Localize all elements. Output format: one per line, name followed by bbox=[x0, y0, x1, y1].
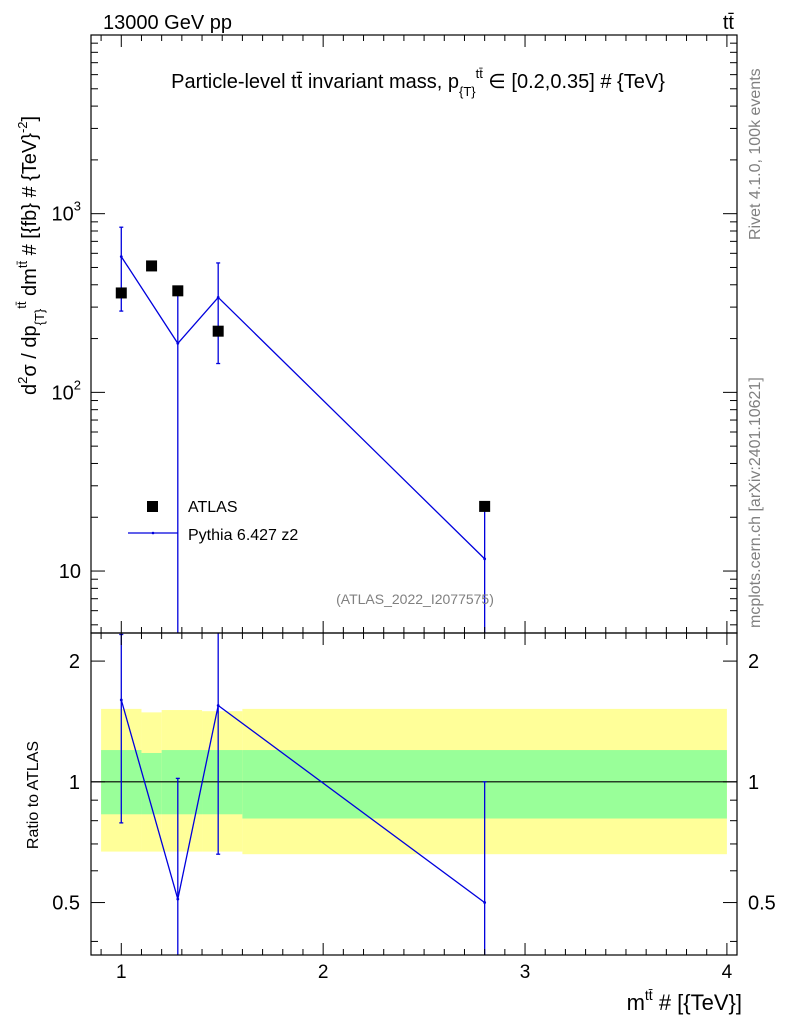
atlas-point-2 bbox=[172, 285, 184, 297]
panel-frames bbox=[90, 34, 738, 956]
upper-y-tick-label-base-2: 10 bbox=[52, 204, 74, 226]
upper-y-tick-label-0: 10 bbox=[59, 561, 81, 583]
ylabel-rest: # [{fb} # {TeV} bbox=[19, 133, 41, 261]
upper-y-tick-label-exp-2: 3 bbox=[74, 199, 81, 214]
ratio-y-tick-label-right-0: 0.5 bbox=[748, 893, 776, 915]
title-sub: {T} bbox=[459, 84, 476, 99]
upper-y-axis-label: d2σ / dp{T}tt̄ dmtt̄ # [{fb} # {TeV}-2] bbox=[14, 116, 47, 395]
title-sup: tt̄ bbox=[476, 66, 484, 81]
mc-point-1 bbox=[176, 341, 180, 345]
ratio-y-tick-label-right-2: 2 bbox=[748, 651, 759, 673]
ratio-y-tick-label-left-0: 0.5 bbox=[52, 893, 80, 915]
xlabel-rest: # [{TeV}] bbox=[653, 990, 742, 1015]
analysis-watermark: (ATLAS_2022_I2077575) bbox=[336, 591, 494, 607]
legend-marker-atlas bbox=[147, 501, 158, 512]
header-left-label: 13000 GeV pp bbox=[103, 12, 232, 34]
mc-series-ratio bbox=[119, 633, 487, 955]
atlas-point-4 bbox=[479, 500, 491, 512]
ylabel-supneg: -2 bbox=[15, 121, 30, 133]
atlas-point-0 bbox=[115, 287, 127, 299]
ratio-point-2 bbox=[216, 704, 220, 707]
x-tick-label-3: 4 bbox=[722, 962, 733, 983]
ylabel-sigma: σ / dp bbox=[19, 325, 41, 376]
ylabel-sup2: tt̄ bbox=[15, 261, 30, 269]
atlas-point-1 bbox=[146, 260, 158, 272]
ylabel-two: 2 bbox=[15, 377, 30, 384]
band-inner-1 bbox=[141, 752, 162, 815]
ylabel-sup1: tt̄ bbox=[14, 301, 29, 309]
atlas-point-3 bbox=[212, 325, 224, 337]
ratio-y-tick-label-left-1: 1 bbox=[69, 772, 80, 794]
upper-y-tick-label-base-1: 10 bbox=[52, 382, 74, 404]
rivet-version-label: Rivet 4.1.0, 100k events bbox=[747, 68, 764, 240]
x-tick-label-2: 3 bbox=[520, 962, 531, 983]
legend-label-atlas: ATLAS bbox=[188, 499, 238, 516]
legend-marker-pythia-dot bbox=[151, 531, 155, 535]
upper-y-tick-label-base-0: 10 bbox=[59, 561, 81, 583]
header-right-label: tt̄ bbox=[723, 12, 735, 34]
mc-line bbox=[120, 256, 486, 560]
mc-point-3 bbox=[483, 557, 487, 561]
ratio-mc-line bbox=[120, 699, 486, 904]
legend-label-pythia: Pythia 6.427 z2 bbox=[188, 527, 298, 544]
mcplots-label: mcplots.cern.ch [arXiv:2401.10621] bbox=[747, 377, 764, 628]
ratio-y-tick-label-right-1: 1 bbox=[748, 772, 759, 794]
ylabel-dm: dm bbox=[19, 268, 41, 301]
upper-y-tick-label-1: 102 bbox=[52, 377, 81, 404]
x-tick-label-1: 2 bbox=[318, 962, 329, 983]
x-axis-label: mtt̄ # [{TeV}] bbox=[627, 987, 742, 1015]
title-main: Particle-level tt̄ invariant mass, p bbox=[171, 71, 459, 93]
title-rest: ∈ [0.2,0.35] # {TeV} bbox=[483, 71, 665, 93]
ratio-point-3 bbox=[483, 901, 487, 904]
ylabel-close: ] bbox=[19, 116, 41, 122]
upper-y-tick-label-exp-1: 2 bbox=[74, 377, 81, 392]
legend: ATLAS Pythia 6.427 z2 bbox=[128, 499, 298, 544]
axis-ticks bbox=[91, 35, 737, 955]
x-tick-label-0: 1 bbox=[116, 962, 127, 983]
ratio-y-axis-label: Ratio to ATLAS bbox=[25, 741, 42, 849]
mc-point-0 bbox=[119, 255, 123, 259]
upper-y-tick-label-2: 103 bbox=[52, 199, 81, 226]
ratio-point-0 bbox=[119, 698, 123, 702]
plot-title: Particle-level tt̄ invariant mass, p{T}t… bbox=[171, 66, 665, 99]
ratio-point-1 bbox=[176, 897, 180, 901]
ylabel-d: d bbox=[19, 384, 41, 395]
mc-point-2 bbox=[216, 295, 220, 299]
lower-frame bbox=[90, 632, 738, 956]
xlabel-sup: tt̄ bbox=[645, 987, 653, 1003]
xlabel-m: m bbox=[627, 990, 645, 1015]
data-series-upper bbox=[115, 260, 491, 512]
ratio-y-tick-label-left-2: 2 bbox=[69, 651, 80, 673]
ylabel-sub: {T} bbox=[32, 308, 47, 325]
